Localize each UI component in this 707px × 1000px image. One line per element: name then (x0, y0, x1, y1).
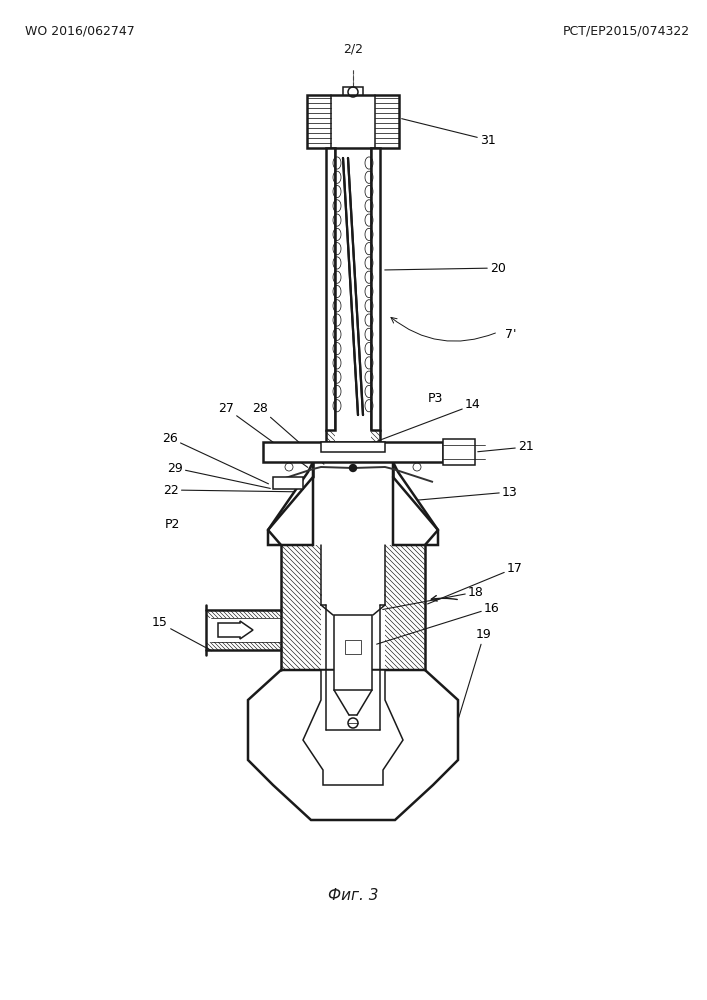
Text: 16: 16 (377, 601, 500, 644)
Text: 26: 26 (162, 432, 269, 484)
Polygon shape (307, 95, 399, 148)
Text: 27: 27 (218, 401, 308, 467)
Polygon shape (321, 442, 385, 452)
Text: P2: P2 (165, 518, 180, 532)
Polygon shape (334, 615, 372, 690)
Polygon shape (326, 148, 335, 430)
Polygon shape (393, 462, 438, 545)
Text: 22: 22 (163, 484, 308, 496)
Text: 19: 19 (459, 629, 492, 717)
Circle shape (349, 464, 356, 472)
Text: PCT/EP2015/074322: PCT/EP2015/074322 (563, 25, 690, 38)
Polygon shape (345, 640, 361, 654)
Polygon shape (263, 442, 443, 462)
Polygon shape (443, 439, 475, 465)
Polygon shape (342, 158, 364, 415)
Text: 29: 29 (167, 462, 270, 488)
Text: P3: P3 (428, 391, 443, 404)
Text: Фиг. 3: Фиг. 3 (328, 888, 378, 903)
Text: 17: 17 (428, 562, 523, 604)
Text: 28: 28 (252, 401, 324, 464)
Text: WO 2016/062747: WO 2016/062747 (25, 25, 135, 38)
Polygon shape (303, 670, 403, 785)
Text: 18: 18 (382, 585, 484, 609)
Text: 2/2: 2/2 (343, 42, 363, 55)
Text: 14: 14 (378, 398, 481, 441)
Text: 21: 21 (478, 440, 534, 454)
Text: 13: 13 (399, 486, 518, 502)
Text: 15: 15 (152, 616, 211, 651)
Polygon shape (218, 621, 253, 639)
Text: 7': 7' (505, 328, 517, 342)
Polygon shape (343, 87, 363, 95)
Polygon shape (248, 670, 458, 820)
Polygon shape (371, 148, 380, 430)
Text: 31: 31 (402, 119, 496, 146)
Polygon shape (273, 477, 303, 489)
Text: 20: 20 (385, 261, 506, 274)
Polygon shape (268, 462, 313, 545)
